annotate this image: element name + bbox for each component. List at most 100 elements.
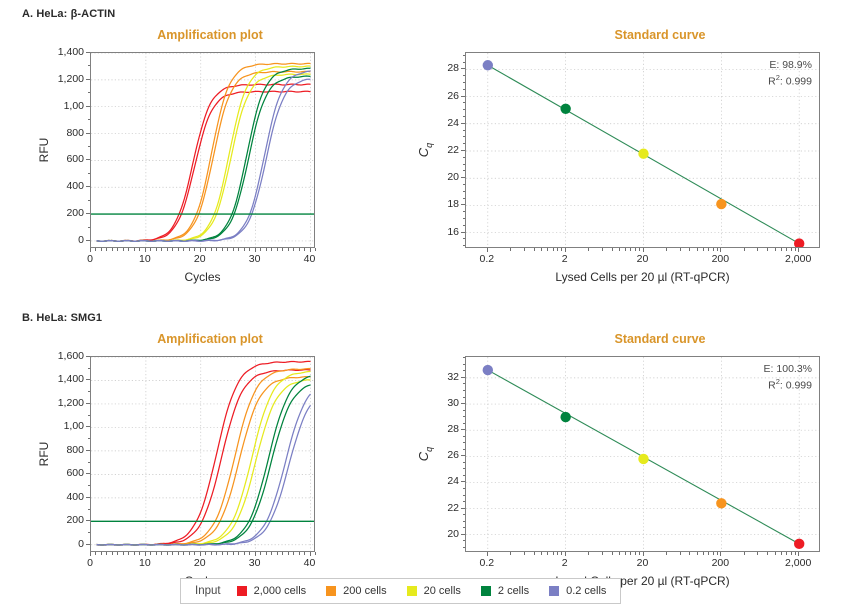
standard-curve-b-frame: [465, 356, 820, 552]
x-minor-tick-mark: [265, 552, 267, 555]
y-tick-mark: [461, 150, 465, 151]
y-tick-mark: [86, 186, 90, 188]
x-minor-tick-mark: [161, 552, 163, 555]
x-minor-tick-mark: [630, 552, 632, 555]
y-tick-label: 16: [447, 225, 459, 238]
y-tick-label: 1,00: [63, 420, 84, 433]
y-minor-tick-mark: [462, 370, 465, 372]
x-minor-tick-mark: [232, 248, 234, 251]
legend-swatch-icon: [236, 586, 247, 596]
y-minor-tick-mark: [87, 414, 90, 416]
y-tick-mark: [86, 159, 90, 161]
y-minor-tick-mark: [462, 546, 465, 548]
x-minor-tick-mark: [304, 248, 306, 251]
y-minor-tick-mark: [462, 416, 465, 418]
x-tick-label: 0.2: [479, 253, 495, 265]
legend-item: 0.2 cells: [549, 585, 606, 597]
x-minor-tick-mark: [611, 552, 613, 555]
x-minor-tick-mark: [243, 248, 245, 251]
x-minor-tick-mark: [183, 552, 185, 555]
standard-curve-b-ylabel: Cq: [416, 446, 434, 462]
x-minor-tick-mark: [523, 552, 525, 555]
amplification-a-canvas: [91, 53, 314, 247]
amplification-b-canvas: [91, 357, 314, 551]
x-minor-tick-mark: [304, 552, 306, 555]
y-minor-tick-mark: [462, 156, 465, 158]
y-tick-label: 600: [66, 467, 84, 480]
x-minor-tick-mark: [547, 248, 549, 251]
y-tick-label: 200: [66, 514, 84, 527]
standard-curve-a-xlabel: Lysed Cells per 20 µl (RT-qPCR): [555, 270, 730, 284]
y-minor-tick-mark: [462, 143, 465, 145]
x-minor-tick-mark: [665, 552, 667, 555]
y-minor-tick-mark: [462, 396, 465, 398]
legend-item-label: 0.2 cells: [566, 585, 607, 597]
x-tick-label: 30: [248, 253, 261, 265]
y-tick-label: 26: [447, 449, 459, 462]
x-minor-tick-mark: [767, 248, 769, 251]
x-tick-mark: [199, 552, 201, 556]
x-minor-tick-mark: [210, 552, 212, 555]
x-minor-tick-mark: [117, 248, 119, 251]
y-tick-label: 0: [78, 233, 84, 246]
y-minor-tick-mark: [462, 163, 465, 165]
x-tick-mark: [486, 248, 488, 252]
x-minor-tick-mark: [161, 248, 163, 251]
y-tick-label: 1,600: [57, 350, 84, 362]
x-minor-tick-mark: [155, 248, 157, 251]
x-minor-tick-mark: [561, 248, 563, 251]
y-tick-mark: [86, 356, 90, 357]
y-minor-tick-mark: [462, 357, 465, 359]
x-minor-tick-mark: [786, 248, 788, 251]
x-minor-tick-mark: [611, 248, 613, 251]
x-minor-tick-mark: [533, 248, 535, 251]
panel-b-label: B. HeLa: SMG1: [22, 312, 103, 324]
amplification-a-frame: [90, 52, 315, 248]
x-minor-tick-mark: [625, 552, 627, 555]
y-tick-mark: [461, 481, 465, 483]
y-minor-tick-mark: [462, 435, 465, 437]
y-tick-label: 20: [447, 527, 459, 540]
x-minor-tick-mark: [249, 552, 251, 555]
amplification-a-title: Amplification plot: [157, 28, 263, 42]
x-minor-tick-mark: [194, 248, 196, 251]
y-tick-label: 800: [66, 126, 84, 139]
x-minor-tick-mark: [265, 248, 267, 251]
x-minor-tick-mark: [194, 552, 196, 555]
x-tick-mark: [309, 552, 311, 556]
y-minor-tick-mark: [462, 494, 465, 496]
x-tick-mark: [642, 248, 644, 252]
y-tick-label: 28: [447, 423, 459, 436]
x-minor-tick-mark: [128, 552, 130, 555]
x-tick-label: 0.2: [479, 557, 495, 569]
x-minor-tick-mark: [634, 552, 636, 555]
x-tick-mark: [720, 248, 722, 252]
x-minor-tick-mark: [111, 248, 113, 251]
y-minor-tick-mark: [87, 119, 90, 121]
y-tick-mark: [86, 379, 90, 381]
y-minor-tick-mark: [462, 61, 465, 63]
y-tick-mark: [461, 403, 465, 405]
y-tick-mark: [461, 455, 465, 457]
y-minor-tick-mark: [462, 245, 465, 247]
x-minor-tick-mark: [298, 552, 300, 555]
y-minor-tick-mark: [462, 540, 465, 542]
x-minor-tick-mark: [679, 248, 681, 251]
y-tick-mark: [86, 520, 90, 522]
y-minor-tick-mark: [462, 81, 465, 83]
legend-swatch-icon: [480, 586, 491, 596]
x-minor-tick-mark: [227, 248, 229, 251]
y-minor-tick-mark: [462, 190, 465, 192]
x-minor-tick-mark: [100, 552, 102, 555]
legend-item: 2,000 cells: [236, 585, 306, 597]
x-tick-mark: [486, 552, 488, 556]
standard-curve-b-r2: R2: 0.999: [768, 377, 812, 392]
y-tick-label: 30: [447, 397, 459, 410]
x-tick-mark: [564, 248, 566, 252]
y-minor-tick-mark: [462, 474, 465, 476]
x-tick-label: 10: [139, 253, 151, 265]
y-minor-tick-mark: [462, 170, 465, 172]
x-minor-tick-mark: [689, 552, 691, 555]
y-minor-tick-mark: [87, 367, 90, 369]
